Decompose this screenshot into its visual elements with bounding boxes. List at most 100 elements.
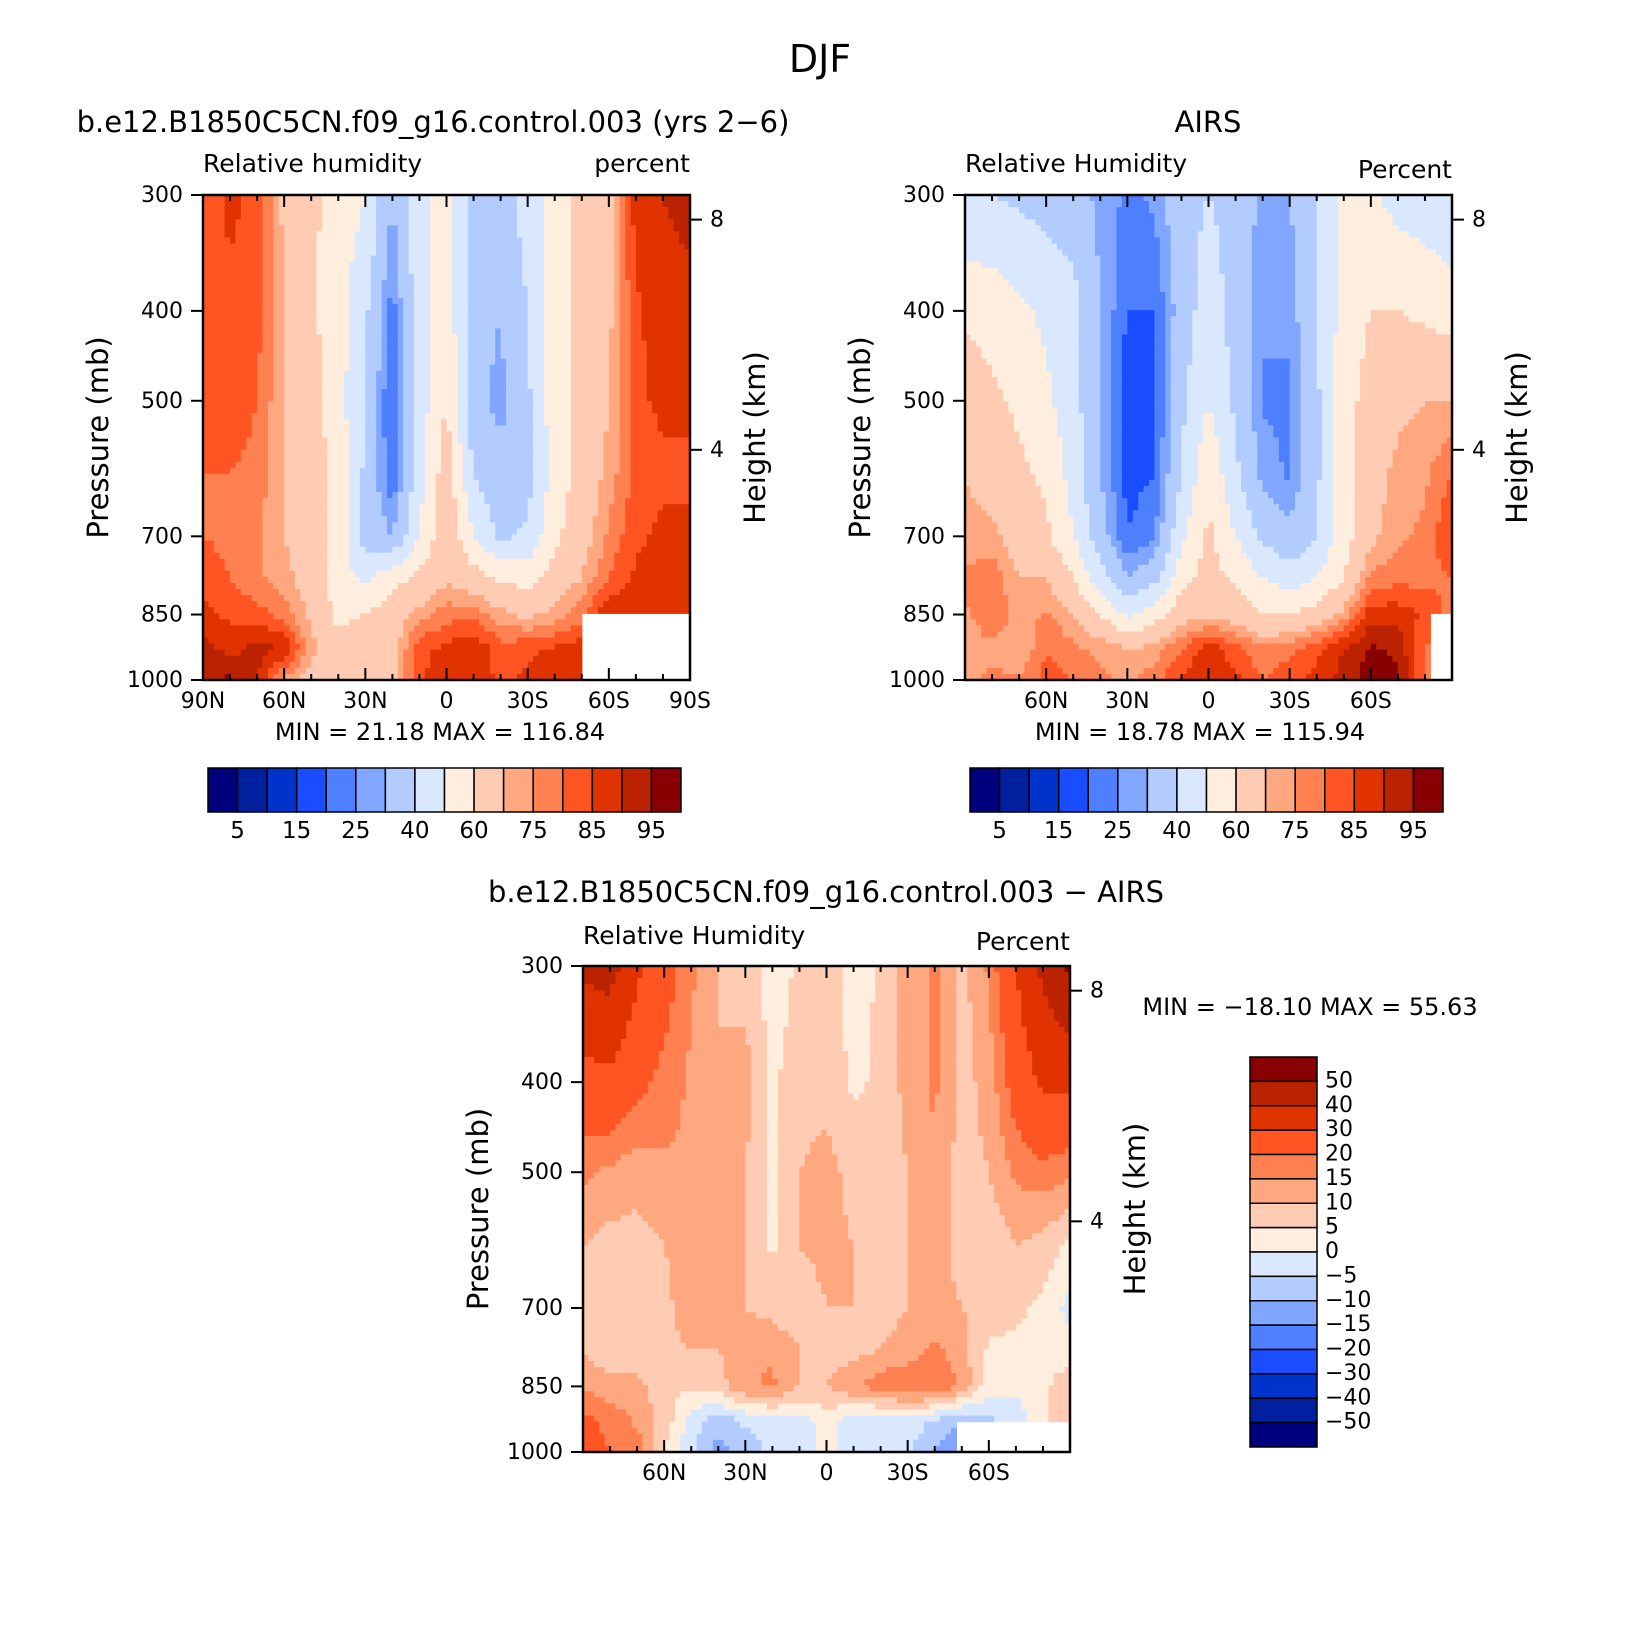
contour-cell: [219, 401, 226, 408]
contour-cell: [506, 255, 513, 263]
contour-cell: [349, 346, 356, 354]
contour-cell: [506, 213, 513, 220]
contour-cell: [435, 334, 442, 342]
contour-cell: [370, 334, 377, 342]
contour-cell: [500, 267, 507, 275]
contour-cell: [408, 510, 415, 517]
contour-cell: [403, 407, 410, 414]
contour-cell: [652, 249, 659, 257]
contour-cell: [538, 437, 545, 445]
contour-cell: [354, 486, 361, 493]
contour-cell: [430, 389, 437, 396]
contour-cell: [484, 522, 491, 530]
contour-cell: [506, 225, 513, 232]
contour-cell: [257, 461, 264, 469]
contour-cell: [630, 479, 637, 487]
contour-cell: [549, 231, 556, 239]
contour-cell: [430, 304, 437, 311]
contour-cell: [489, 213, 496, 220]
contour-cell: [684, 316, 691, 323]
contour-cell: [625, 401, 632, 408]
contour-cell: [679, 443, 686, 451]
contour-cell: [392, 522, 399, 530]
contour-cell: [657, 413, 664, 420]
contour-cell: [684, 255, 691, 263]
contour-cell: [316, 310, 323, 317]
contour-cell: [506, 279, 513, 287]
contour-cell: [554, 358, 561, 366]
contour-cell: [257, 382, 264, 390]
contour-cell: [662, 328, 669, 336]
contour-cell: [549, 395, 556, 402]
contour-cell: [522, 249, 529, 257]
contour-cell: [338, 322, 345, 329]
contour-cell: [538, 364, 545, 372]
contour-cell: [273, 510, 280, 517]
contour-cell: [506, 219, 513, 226]
contour-cell: [549, 437, 556, 445]
contour-cell: [608, 504, 615, 511]
contour-cell: [322, 304, 329, 311]
contour-cell: [646, 364, 653, 372]
contour-cell: [208, 352, 215, 360]
contour-cell: [322, 316, 329, 323]
contour-cell: [592, 237, 599, 245]
contour-cell: [370, 419, 377, 426]
contour-cell: [673, 376, 680, 384]
contour-cell: [381, 419, 388, 426]
contour-cell: [235, 231, 242, 239]
contour-cell: [446, 219, 453, 226]
contour-cell: [592, 467, 599, 475]
contour-cell: [652, 298, 659, 305]
contour-cell: [332, 419, 339, 426]
contour-cell: [457, 376, 464, 384]
contour-cell: [414, 328, 421, 336]
contour-cell: [273, 328, 280, 336]
contour-cell: [554, 213, 561, 220]
contour-cell: [522, 273, 529, 281]
contour-cell: [381, 437, 388, 445]
contour-cell: [392, 358, 399, 366]
contour-cell: [543, 316, 550, 323]
contour-cell: [576, 449, 583, 457]
contour-cell: [684, 522, 691, 530]
contour-cell: [316, 473, 323, 481]
contour-cell: [565, 364, 572, 372]
contour-cell: [538, 285, 545, 293]
contour-cell: [468, 310, 475, 317]
contour-cell: [603, 322, 610, 329]
contour-cell: [208, 292, 215, 299]
contour-cell: [300, 431, 307, 439]
contour-cell: [560, 316, 567, 323]
contour-cell: [478, 395, 485, 402]
contour-cell: [235, 516, 242, 523]
contour-cell: [684, 225, 691, 232]
contour-cell: [635, 285, 642, 293]
contour-cell: [235, 267, 242, 275]
contour-cell: [414, 443, 421, 451]
contour-cell: [403, 419, 410, 426]
contour-cell: [576, 292, 583, 299]
contour-cell: [435, 195, 442, 202]
contour-cell: [484, 243, 491, 251]
contour-cell: [657, 376, 664, 384]
contour-cell: [332, 292, 339, 299]
contour-cell: [246, 358, 253, 366]
contour-cell: [662, 249, 669, 257]
contour-cell: [646, 195, 653, 202]
contour-cell: [278, 285, 285, 293]
contour-cell: [305, 225, 312, 232]
contour-cell: [267, 267, 274, 275]
contour-cell: [549, 304, 556, 311]
contour-cell: [614, 498, 621, 505]
contour-cell: [354, 364, 361, 372]
contour-cell: [430, 316, 437, 323]
contour-cell: [311, 413, 318, 420]
contour-cell: [262, 237, 269, 245]
contour-cell: [592, 358, 599, 366]
contour-cell: [592, 255, 599, 263]
contour-cell: [635, 273, 642, 281]
contour-cell: [386, 413, 393, 420]
contour-cell: [354, 522, 361, 530]
contour-cell: [554, 437, 561, 445]
